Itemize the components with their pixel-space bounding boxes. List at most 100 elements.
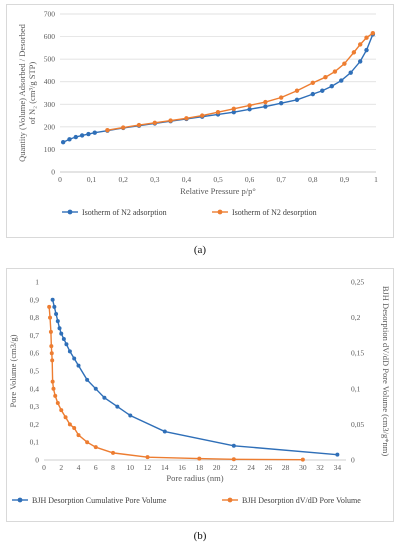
y-tick-label-left: 0,4 bbox=[30, 384, 40, 393]
y-axis-label-right: BJH Desorption dV/dD Pore Volume (cm3/g*… bbox=[381, 286, 391, 457]
data-point bbox=[310, 80, 315, 86]
data-point bbox=[93, 445, 98, 450]
y-tick-label-right: 0,2 bbox=[351, 313, 361, 322]
x-tick-label: 12 bbox=[144, 463, 152, 472]
data-point bbox=[72, 356, 77, 361]
y-tick-label-left: 0,1 bbox=[30, 438, 40, 447]
x-tick-label: 0,9 bbox=[340, 175, 350, 184]
x-tick-label: 0 bbox=[58, 175, 62, 184]
data-point bbox=[263, 104, 268, 109]
data-point bbox=[247, 107, 252, 112]
y-tick-label: 500 bbox=[44, 55, 56, 64]
x-tick-label: 0,3 bbox=[150, 175, 160, 184]
data-point bbox=[197, 456, 202, 461]
y-tick-label: 100 bbox=[44, 145, 56, 154]
data-point bbox=[332, 69, 338, 74]
x-tick-label: 0,6 bbox=[245, 175, 255, 184]
data-point bbox=[63, 415, 68, 420]
data-point bbox=[67, 422, 72, 427]
series-line bbox=[51, 299, 338, 456]
data-point bbox=[370, 30, 376, 36]
x-tick-label: 24 bbox=[247, 463, 255, 472]
data-point bbox=[364, 35, 369, 40]
data-point bbox=[279, 100, 284, 106]
data-point bbox=[294, 97, 300, 102]
x-tick-label: 26 bbox=[265, 463, 273, 472]
y-tick-label-left: 0,8 bbox=[30, 313, 40, 322]
data-point bbox=[76, 363, 81, 368]
x-tick-label: 8 bbox=[111, 463, 115, 472]
data-point bbox=[55, 319, 60, 324]
data-point bbox=[48, 329, 53, 334]
data-point bbox=[231, 106, 236, 112]
data-point bbox=[145, 455, 150, 460]
data-point bbox=[152, 120, 157, 125]
y-tick-label-left: 0,2 bbox=[30, 420, 40, 429]
x-tick-label: 10 bbox=[127, 463, 135, 472]
series-line bbox=[48, 306, 303, 461]
y-tick-label-right: 0,1 bbox=[351, 384, 361, 393]
data-point bbox=[184, 116, 189, 121]
data-point bbox=[54, 312, 59, 317]
x-tick-label: 18 bbox=[196, 463, 204, 472]
data-point bbox=[76, 433, 81, 438]
data-point bbox=[57, 326, 62, 331]
chart-a: 0 100 200 300 400 500 600 700 0 0,1 0,2 0,3 0,4 0,5 0,… bbox=[17, 10, 378, 218]
data-point bbox=[52, 304, 57, 309]
data-point bbox=[49, 344, 54, 349]
x-tick-label: 34 bbox=[334, 463, 342, 472]
data-point bbox=[342, 61, 347, 66]
data-point bbox=[102, 395, 107, 400]
data-point bbox=[323, 75, 328, 80]
data-point bbox=[111, 450, 116, 455]
data-point bbox=[358, 42, 363, 47]
legend-label: BJH Desorption Cumulative Pore Volume bbox=[32, 496, 167, 505]
legend-swatch-marker bbox=[67, 209, 73, 215]
data-point bbox=[279, 95, 284, 100]
data-point bbox=[50, 297, 55, 302]
x-tick-label: 22 bbox=[230, 463, 238, 472]
data-point bbox=[92, 130, 97, 135]
y-tick-label-left: 0,7 bbox=[30, 331, 40, 340]
data-point bbox=[61, 336, 66, 341]
y-axis-label-left: Pore Volume (cm3/g) bbox=[8, 334, 18, 407]
y-tick-label-left: 1 bbox=[35, 278, 39, 287]
data-point bbox=[55, 401, 60, 406]
x-tick-label: 0,8 bbox=[308, 175, 318, 184]
data-point bbox=[168, 118, 173, 123]
x-tick-label: 0,1 bbox=[87, 175, 97, 184]
data-point bbox=[231, 109, 236, 115]
data-point bbox=[59, 408, 64, 413]
x-tick-label: 28 bbox=[282, 463, 290, 472]
y-tick-label-right: 0,05 bbox=[351, 420, 364, 429]
data-point bbox=[121, 125, 126, 130]
y-tick-label: 0 bbox=[51, 168, 55, 177]
data-point bbox=[310, 91, 315, 97]
data-point bbox=[231, 457, 236, 462]
x-tick-label: 14 bbox=[161, 463, 169, 472]
data-point bbox=[335, 452, 340, 457]
data-point bbox=[247, 103, 252, 108]
x-tick-label: 2 bbox=[59, 463, 63, 472]
data-point bbox=[85, 440, 90, 445]
data-point bbox=[351, 50, 357, 55]
x-tick-label: 0,5 bbox=[213, 175, 223, 184]
data-point bbox=[48, 315, 53, 320]
data-point bbox=[49, 351, 54, 356]
data-point bbox=[86, 131, 91, 137]
data-point bbox=[47, 304, 52, 309]
data-point bbox=[300, 457, 305, 462]
data-point bbox=[67, 137, 72, 142]
y-tick-label-left: 0,6 bbox=[30, 349, 40, 358]
x-tick-label: 30 bbox=[299, 463, 307, 472]
y-tick-label: 300 bbox=[44, 100, 56, 109]
data-point bbox=[231, 443, 236, 448]
y-axis-label: Quantity (Volume) Adsorbed / Desorbedof … bbox=[17, 23, 37, 161]
legend-label: Isotherm of N2 desorption bbox=[232, 208, 317, 217]
data-point bbox=[263, 99, 268, 105]
data-point bbox=[162, 429, 167, 434]
legend-swatch-marker bbox=[227, 497, 233, 503]
y-tick-label: 700 bbox=[44, 10, 56, 19]
data-point bbox=[136, 122, 142, 128]
x-axis-label: Relative Pressure p/p° bbox=[180, 186, 256, 196]
